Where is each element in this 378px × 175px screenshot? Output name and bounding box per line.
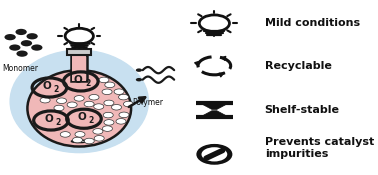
Circle shape: [104, 100, 114, 106]
Ellipse shape: [71, 140, 87, 143]
Circle shape: [197, 145, 231, 164]
Circle shape: [112, 104, 121, 110]
Polygon shape: [199, 103, 229, 109]
Circle shape: [74, 96, 84, 101]
Circle shape: [99, 77, 109, 83]
Text: Prevents catalyst
impurities: Prevents catalyst impurities: [265, 138, 374, 159]
Circle shape: [94, 136, 104, 141]
Text: O: O: [44, 114, 53, 124]
FancyBboxPatch shape: [67, 49, 91, 55]
Circle shape: [67, 102, 77, 108]
Circle shape: [60, 132, 70, 137]
Circle shape: [73, 137, 82, 143]
Ellipse shape: [27, 70, 131, 146]
Circle shape: [84, 101, 94, 107]
Text: Monomer: Monomer: [2, 64, 38, 73]
Text: O: O: [74, 75, 83, 85]
Circle shape: [103, 112, 113, 118]
Ellipse shape: [10, 50, 149, 153]
Circle shape: [89, 94, 99, 100]
Circle shape: [124, 101, 133, 107]
Text: 2: 2: [55, 118, 60, 127]
Circle shape: [93, 129, 103, 134]
Circle shape: [21, 40, 32, 46]
Circle shape: [16, 51, 28, 57]
Circle shape: [15, 29, 27, 35]
Text: Shelf-stable: Shelf-stable: [265, 105, 340, 115]
Text: 2: 2: [85, 79, 90, 88]
Circle shape: [114, 89, 124, 95]
Circle shape: [75, 132, 85, 137]
Circle shape: [136, 68, 142, 72]
Polygon shape: [199, 111, 229, 117]
FancyBboxPatch shape: [74, 46, 84, 49]
Circle shape: [57, 98, 67, 104]
Circle shape: [119, 94, 129, 100]
Text: Mild conditions: Mild conditions: [265, 18, 360, 28]
Circle shape: [54, 105, 64, 111]
Circle shape: [31, 44, 42, 51]
Text: Recyclable: Recyclable: [265, 61, 332, 71]
FancyBboxPatch shape: [71, 55, 87, 81]
Circle shape: [116, 119, 126, 124]
Circle shape: [136, 78, 142, 81]
Circle shape: [119, 112, 129, 118]
Text: O: O: [77, 112, 86, 122]
Text: 2: 2: [88, 116, 93, 125]
Circle shape: [26, 33, 38, 39]
Circle shape: [94, 104, 104, 109]
Text: Polymer: Polymer: [132, 98, 163, 107]
Circle shape: [40, 97, 50, 103]
Circle shape: [201, 147, 227, 162]
Circle shape: [102, 126, 113, 131]
Circle shape: [5, 34, 16, 40]
Text: 2: 2: [54, 85, 59, 94]
Circle shape: [104, 120, 114, 125]
Circle shape: [9, 44, 20, 51]
Circle shape: [105, 82, 115, 88]
Circle shape: [84, 138, 94, 144]
Circle shape: [102, 89, 112, 95]
Text: O: O: [42, 81, 51, 91]
FancyBboxPatch shape: [72, 55, 86, 81]
